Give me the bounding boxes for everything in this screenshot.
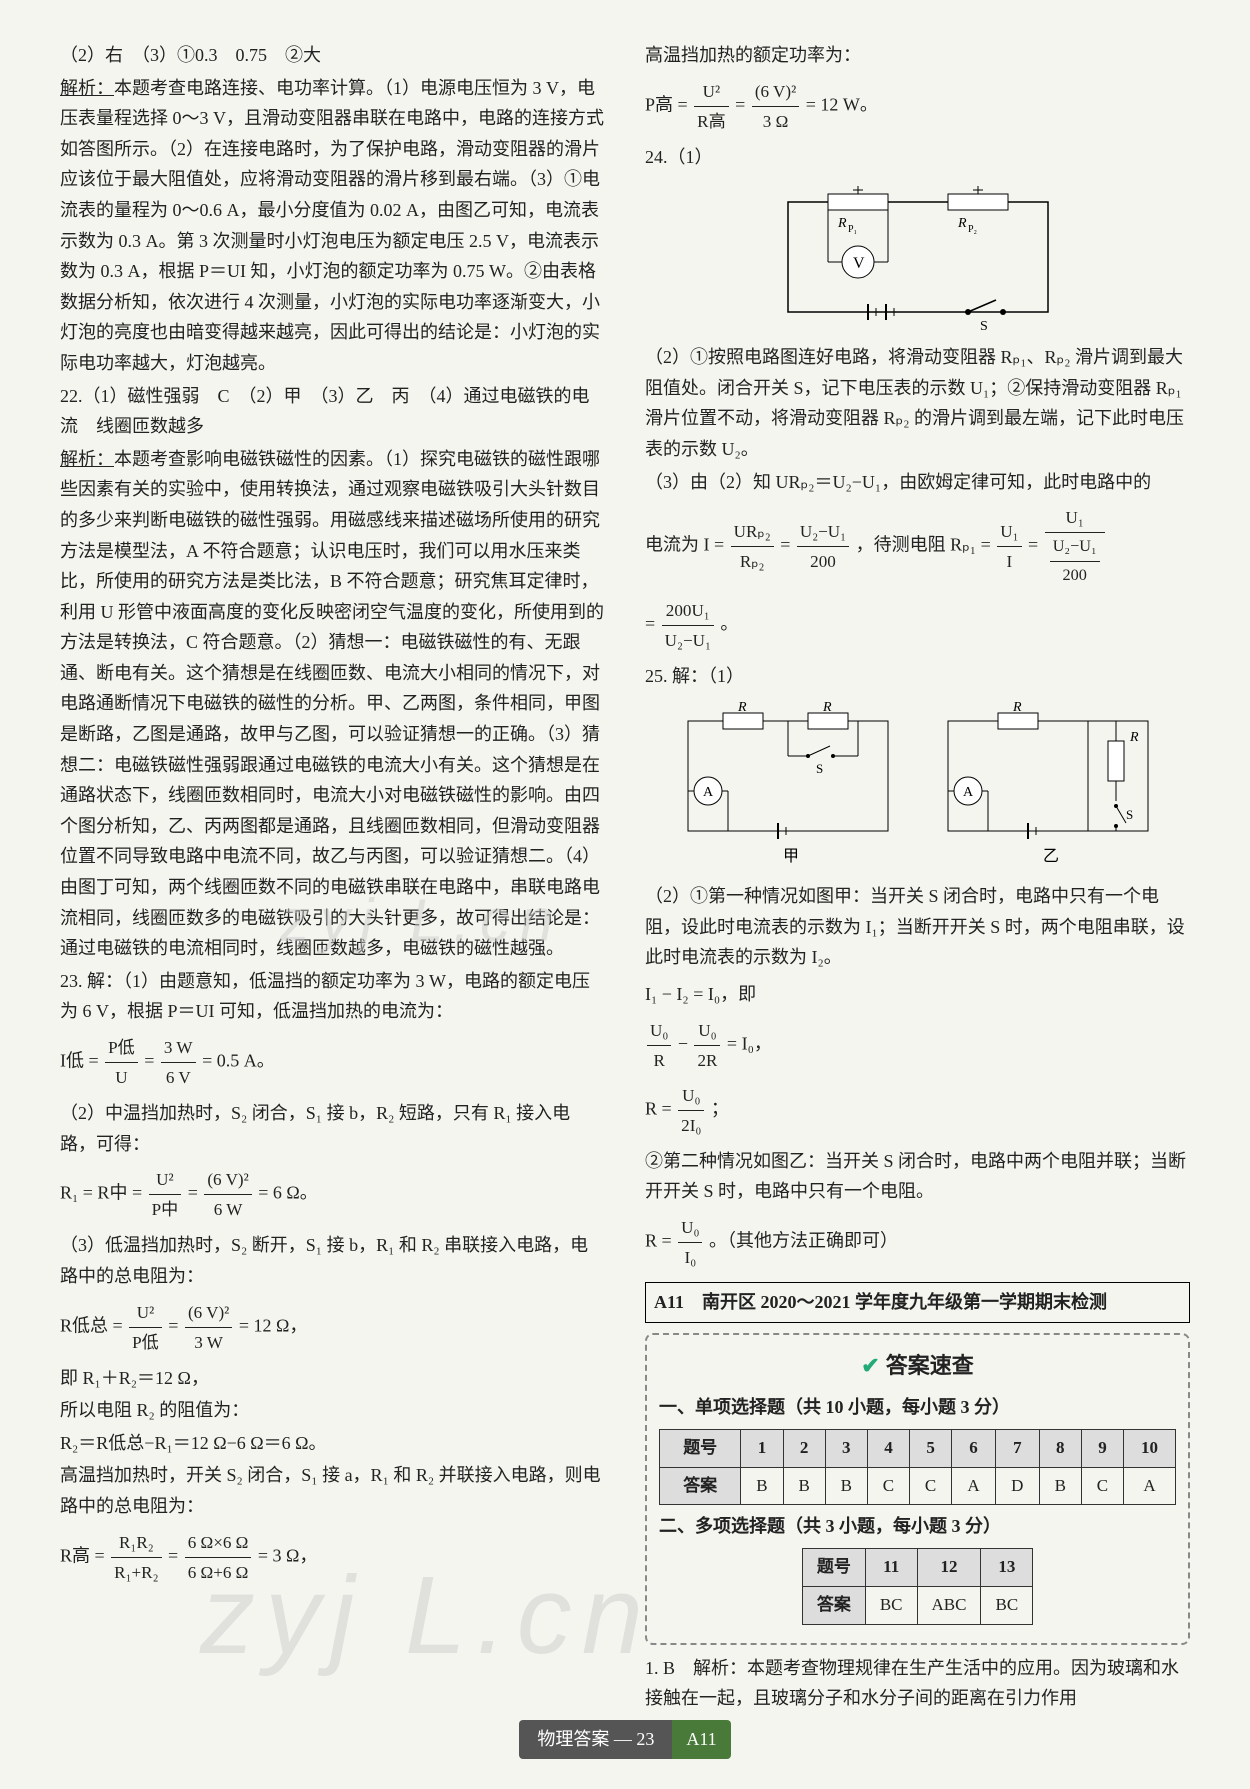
- answer-cell: B: [741, 1467, 783, 1505]
- svg-text:S: S: [1126, 807, 1133, 822]
- col-header: 2: [783, 1429, 825, 1467]
- answer-quick-lookup: ✔答案速查 一、单项选择题（共 10 小题，每小题 3 分） 题号1234567…: [645, 1333, 1190, 1645]
- answer-cell: A: [1124, 1467, 1176, 1505]
- q22-explain: 解析：本题考查影响电磁铁磁性的因素。（1）探究电磁铁的磁性跟哪些因素有关的实验中…: [60, 444, 605, 964]
- col-header: 5: [910, 1429, 952, 1467]
- answer-title: ✔答案速查: [659, 1347, 1176, 1384]
- svg-text:S: S: [980, 319, 988, 332]
- eq-q25b: U₀R − U₀2R = I₀，: [645, 1016, 1190, 1075]
- q23-3d: R₂＝R低总−R₁＝12 Ω−6 Ω＝6 Ω。: [60, 1428, 605, 1459]
- mcq2-table: 题号111213 答案BCABCBC: [802, 1548, 1033, 1625]
- footer-right: A11: [672, 1720, 730, 1759]
- q23-3c: 所以电阻 R₂ 的阻值为：: [60, 1395, 605, 1426]
- eq-q25a: I₁ − I₂ = I₀，即: [645, 979, 1190, 1010]
- q24-2: （2）①按照电路图连好电路，将滑动变阻器 Rₚ₁、Rₚ₂ 滑片调到最大阻值处。闭…: [645, 342, 1190, 464]
- svg-text:V: V: [853, 255, 865, 272]
- eq-i-low: I低 = P低U = 3 W6 V = 0.5 A。: [60, 1033, 605, 1092]
- answer-cell: D: [995, 1467, 1039, 1505]
- col-header: 11: [865, 1549, 917, 1587]
- right-column: 高温挡加热的额定功率为： P高 = U²R高 = (6 V)²3 Ω = 12 …: [645, 40, 1190, 1716]
- circuit-diagram-24: RP₁ RP₂ V S: [645, 182, 1190, 332]
- eq-q25c: R = U₀2I₀ ；: [645, 1081, 1190, 1140]
- answer-cell: ABC: [917, 1586, 981, 1624]
- q24-3: （3）由（2）知 URₚ₂＝U₂−U₁，由欧姆定律可知，此时电路中的: [645, 467, 1190, 498]
- eq-r-high: R高 = R₁R₂R₁+R₂ = 6 Ω×6 Ω6 Ω+6 Ω = 3 Ω，: [60, 1528, 605, 1587]
- circuit-diagram-25: R R A S: [645, 701, 1190, 871]
- svg-text:R: R: [957, 216, 967, 231]
- answer-cell: C: [1081, 1467, 1123, 1505]
- svg-text:A: A: [703, 785, 714, 800]
- q23-3e: 高温挡加热时，开关 S₂ 闭合，S₁ 接 a，R₁ 和 R₂ 并联接入电路，则电…: [60, 1460, 605, 1521]
- col-header: 10: [1124, 1429, 1176, 1467]
- mcq2-heading: 二、多项选择题（共 3 小题，每小题 3 分）: [659, 1511, 1176, 1542]
- mcq1-heading: 一、单项选择题（共 10 小题，每小题 3 分）: [659, 1392, 1176, 1423]
- q23-line: 23. 解：（1）由题意知，低温挡的额定功率为 3 W，电路的额定电压为 6 V…: [60, 966, 605, 1027]
- answer-cell: BC: [865, 1586, 917, 1624]
- p-high-line: 高温挡加热的额定功率为：: [645, 40, 1190, 71]
- col-header: 4: [867, 1429, 909, 1467]
- col-header: 题号: [802, 1549, 865, 1587]
- col-header: 12: [917, 1549, 981, 1587]
- q23-3b: 即 R₁＋R₂＝12 Ω，: [60, 1363, 605, 1394]
- q23-3: （3）低温挡加热时，S₂ 断开，S₁ 接 b，R₁ 和 R₂ 串联接入电路，电路…: [60, 1230, 605, 1291]
- q23-2: （2）中温挡加热时，S₂ 闭合，S₁ 接 b，R₂ 短路，只有 R₁ 接入电路，…: [60, 1098, 605, 1159]
- left-column: （2）右 （3）①0.3 0.75 ②大 解析：本题考查电路连接、电功率计算。（…: [60, 40, 605, 1716]
- q25-1: 25. 解：（1）: [645, 661, 1190, 692]
- check-icon: ✔: [861, 1353, 879, 1378]
- eq-p-high: P高 = U²R高 = (6 V)²3 Ω = 12 W。: [645, 77, 1190, 136]
- col-header: 7: [995, 1429, 1039, 1467]
- col-header: 1: [741, 1429, 783, 1467]
- q25-2b: ②第二种情况如图乙：当开关 S 闭合时，电路中两个电阻并联；当断开开关 S 时，…: [645, 1146, 1190, 1207]
- eq-q25d: R = U₀I₀ 。（其他方法正确即可）: [645, 1213, 1190, 1272]
- mcq1-table: 题号12345678910 答案BBBCCADBCA: [659, 1429, 1176, 1506]
- svg-text:R: R: [1129, 730, 1139, 745]
- eq-q24-3b: = 200U₁U₂−U₁ 。: [645, 596, 1190, 655]
- answer-cell: BC: [981, 1586, 1033, 1624]
- q21-explain: 解析：本题考查电路连接、电功率计算。（1）电源电压恒为 3 V，电压表量程选择 …: [60, 73, 605, 379]
- answer-cell: B: [783, 1467, 825, 1505]
- svg-text:R: R: [737, 701, 747, 715]
- col-header: 8: [1039, 1429, 1081, 1467]
- answer-cell: C: [867, 1467, 909, 1505]
- answer-cell: A: [952, 1467, 996, 1505]
- col-header: 6: [952, 1429, 996, 1467]
- eq-q24-3: 电流为 I = URₚ₂Rₚ₂ = U₂−U₁200 ，待测电阻 Rₚ₁ = U…: [645, 503, 1190, 589]
- answer-cell: C: [910, 1467, 952, 1505]
- svg-text:P₂: P₂: [968, 224, 977, 235]
- answer-cell: B: [825, 1467, 867, 1505]
- col-header: 13: [981, 1549, 1033, 1587]
- q24-1: 24.（1）: [645, 142, 1190, 173]
- col-header: 9: [1081, 1429, 1123, 1467]
- answer-cell: 答案: [802, 1586, 865, 1624]
- q25-2: （2）①第一种情况如图甲：当开关 S 闭合时，电路中只有一个电阻，设此时电流表的…: [645, 881, 1190, 973]
- page-footer: 物理答案 — 23A11: [0, 1720, 1250, 1759]
- svg-text:R: R: [822, 701, 832, 715]
- section-title-a11: A11 南开区 2020～2021 学年度九年级第一学期期末检测: [645, 1282, 1190, 1323]
- answer-cell: B: [1039, 1467, 1081, 1505]
- eq-r-low: R低总 = U²P低 = (6 V)²3 W = 12 Ω，: [60, 1298, 605, 1357]
- q22-answer: 22.（1）磁性强弱 C （2）甲 （3）乙 丙 （4）通过电磁铁的电流 线圈匝…: [60, 381, 605, 442]
- svg-text:甲: 甲: [783, 848, 799, 865]
- answer-cell: 答案: [660, 1467, 741, 1505]
- q21-answer: （2）右 （3）①0.3 0.75 ②大: [60, 40, 605, 71]
- svg-text:R: R: [1012, 701, 1022, 715]
- col-header: 题号: [660, 1429, 741, 1467]
- svg-text:R: R: [837, 216, 847, 231]
- svg-text:A: A: [963, 785, 974, 800]
- svg-text:乙: 乙: [1043, 848, 1059, 865]
- col-header: 3: [825, 1429, 867, 1467]
- q1-explain: 1. B 解析：本题考查物理规律在生产生活中的应用。因为玻璃和水接触在一起，且玻…: [645, 1653, 1190, 1714]
- eq-r1: R₁ = R中 = U²P中 = (6 V)²6 W = 6 Ω。: [60, 1165, 605, 1224]
- footer-left: 物理答案 — 23: [519, 1720, 672, 1759]
- svg-text:S: S: [816, 761, 823, 776]
- svg-text:P₁: P₁: [848, 224, 857, 235]
